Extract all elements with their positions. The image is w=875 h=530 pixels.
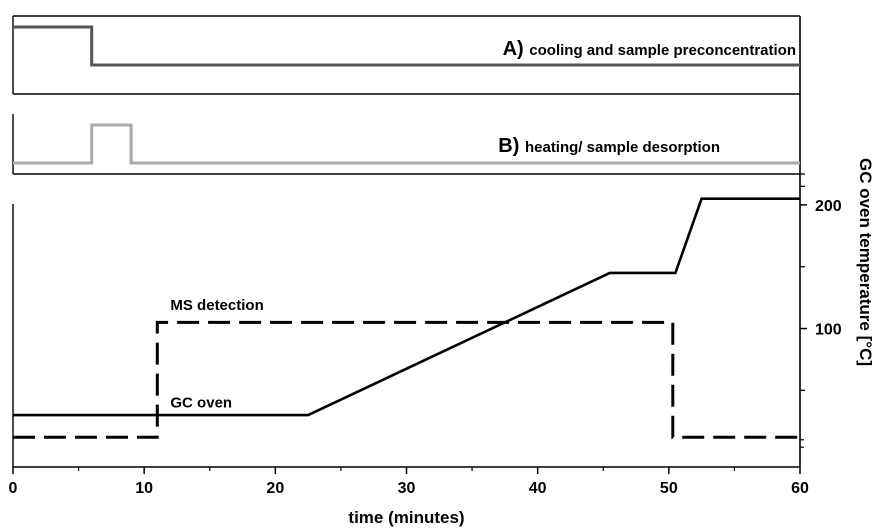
x-tick-label-50: 50	[660, 480, 678, 497]
text-layer: A) cooling and sample preconcentration B)…	[170, 38, 796, 412]
x-tick-label-60: 60	[791, 480, 809, 497]
panel-b-title-letter: B)	[498, 135, 525, 157]
y-tick-label-100: 100	[815, 322, 842, 339]
x-tick-label-30: 30	[398, 480, 416, 497]
x-tick-label-40: 40	[529, 480, 547, 497]
panel-a-title-letter: A)	[503, 38, 530, 60]
x-tick-label-0: 0	[9, 480, 18, 497]
y-axis-title: GC oven temperature [°C]	[856, 158, 875, 366]
panel-a-step-line	[13, 25, 800, 67]
series-gc-oven-line	[13, 197, 800, 417]
axis-layer: 0 10 20 30 40 50 60 100 200 time (minutes) GC oven…	[9, 158, 875, 527]
y-tick-label-200: 200	[815, 198, 842, 215]
series-layer	[13, 25, 800, 439]
panel-frames	[12, 15, 801, 468]
panel-b-title: B) heating/ sample desorption	[498, 135, 720, 157]
panel-b-title-text: heating/ sample desorption	[525, 139, 720, 156]
panel-a-title: A) cooling and sample preconcentration	[503, 38, 796, 60]
x-tick-label-20: 20	[266, 480, 284, 497]
x-tick-label-10: 10	[135, 480, 153, 497]
annotation-ms-detection: MS detection	[170, 297, 263, 314]
series-ms-detection-line	[13, 320, 800, 439]
panel-a-title-text: cooling and sample preconcentration	[529, 42, 796, 59]
x-axis-title: time (minutes)	[348, 508, 464, 527]
annotation-gc-oven: GC oven	[170, 395, 232, 412]
panel-b-step-line	[13, 123, 800, 165]
